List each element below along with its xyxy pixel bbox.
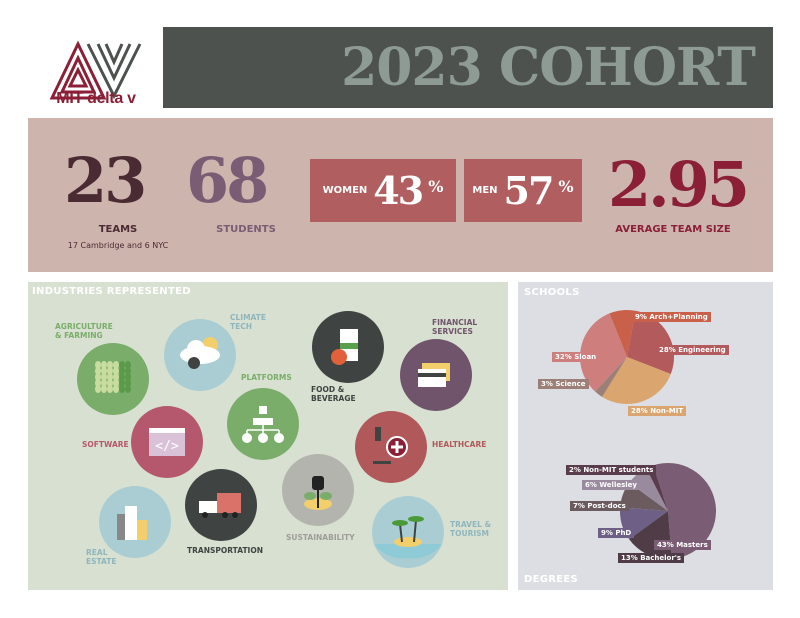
mit-delta-v-logo: [49, 40, 142, 100]
palm-island-industry-circle: [372, 496, 444, 568]
industry-label: PLATFORMS: [241, 373, 292, 382]
code-window-icon: </>: [149, 428, 185, 456]
pie-slice-label: 13% Bachelor's: [618, 553, 685, 563]
page-title: 2023 COHORT: [341, 37, 756, 98]
teams-sub: 17 Cambridge and 6 NYC: [67, 241, 169, 250]
network-icon: [242, 406, 284, 443]
industry-label: SOFTWARE: [82, 440, 129, 449]
industry-label: TRAVEL & TOURISM: [450, 520, 492, 538]
women-unit: %: [428, 177, 444, 196]
pie-slice-label: 32% Sloan: [552, 352, 600, 362]
pie-slice-label: 3% Science: [538, 379, 589, 389]
palm-island-icon: [374, 516, 442, 559]
truck-industry-circle: [185, 469, 257, 541]
plug-plant-icon: [304, 476, 332, 510]
industries-icons: </>: [77, 311, 472, 568]
pie-slice-label: 43% Masters: [654, 540, 711, 550]
buildings-icon: [117, 506, 147, 540]
industry-label: SUSTAINABILITY: [286, 533, 355, 542]
pie-slice-label: 2% Non-MIT students: [566, 465, 657, 475]
buildings-industry-circle: [99, 486, 171, 558]
pie-charts: [580, 310, 716, 559]
milk-carton-industry-circle: [312, 311, 384, 383]
industry-label: FOOD & BEVERAGE: [311, 385, 356, 403]
industry-label: CLIMATE TECH: [230, 313, 266, 331]
pie-slice: [580, 313, 627, 392]
industry-label: FINANCIAL SERVICES: [432, 318, 478, 336]
credit-card-icon: [418, 363, 450, 387]
pie-slice-label: 28% Non-MIT: [628, 406, 687, 416]
pie-slice-label: 7% Post-docs: [570, 501, 629, 511]
wheat-industry-circle: [77, 343, 149, 415]
team-size-label: AVERAGE TEAM SIZE: [615, 224, 731, 235]
plug-plant-industry-circle: [282, 454, 354, 526]
stats-band: 23 TEAMS 17 Cambridge and 6 NYC 68 STUDE…: [28, 118, 773, 272]
pie-slice: [609, 310, 636, 357]
pie-slice: [653, 463, 716, 559]
pie-slice-label: 6% Wellesley: [582, 480, 640, 490]
industries-title: INDUSTRIES REPRESENTED: [32, 286, 191, 297]
men-percent-box: MEN 57%: [464, 159, 582, 222]
pie-slice-label: 28% Engineering: [656, 345, 729, 355]
industry-label: HEALTHCARE: [432, 440, 487, 449]
pie-slice-label: 9% PhD: [598, 528, 635, 538]
cloud-gear-industry-circle: [164, 319, 236, 391]
pie-slice: [629, 468, 668, 511]
industry-label: AGRICULTURE & FARMING: [55, 322, 113, 340]
pie-slice: [646, 465, 668, 511]
truck-icon: [199, 493, 241, 518]
pie-slice: [602, 357, 671, 404]
men-unit: %: [558, 177, 574, 196]
students-count: 68: [186, 144, 269, 217]
code-window-industry-circle: </>: [131, 406, 203, 478]
women-value: 43: [373, 168, 424, 213]
industry-label: REAL ESTATE: [86, 548, 117, 566]
industries-panel: INDUSTRIES REPRESENTED </> AGRICULTURE &…: [28, 282, 508, 590]
industry-label: TRANSPORTATION: [187, 546, 263, 555]
teams-count: 23: [64, 144, 147, 217]
women-percent-box: WOMEN 43%: [310, 159, 456, 222]
pie-slice: [595, 357, 627, 397]
pie-slice-label: 9% Arch+Planning: [632, 312, 711, 322]
microscope-industry-circle: [355, 411, 427, 483]
cloud-gear-icon: [180, 337, 220, 369]
team-size-value: 2.95: [608, 148, 750, 221]
students-label: STUDENTS: [216, 224, 276, 235]
schools-title: SCHOOLS: [524, 287, 580, 298]
men-label: MEN: [472, 185, 498, 196]
demographics-panel: SCHOOLS DEGREES 9% Arch+Planning 28% Engi…: [518, 282, 773, 590]
women-label: WOMEN: [322, 185, 368, 196]
degrees-title: DEGREES: [524, 574, 579, 585]
men-value: 57: [503, 168, 555, 213]
microscope-icon: [373, 427, 408, 464]
header-banner: 2023 COHORT: [163, 27, 773, 108]
wheat-icon: [95, 361, 131, 393]
teams-label: TEAMS: [98, 224, 138, 235]
milk-carton-icon: [331, 329, 358, 365]
network-industry-circle: [227, 388, 299, 460]
svg-text:</>: </>: [155, 439, 179, 454]
logo-text: MIT delta v: [56, 90, 136, 107]
credit-card-industry-circle: [400, 339, 472, 411]
pie-slice: [627, 310, 674, 374]
